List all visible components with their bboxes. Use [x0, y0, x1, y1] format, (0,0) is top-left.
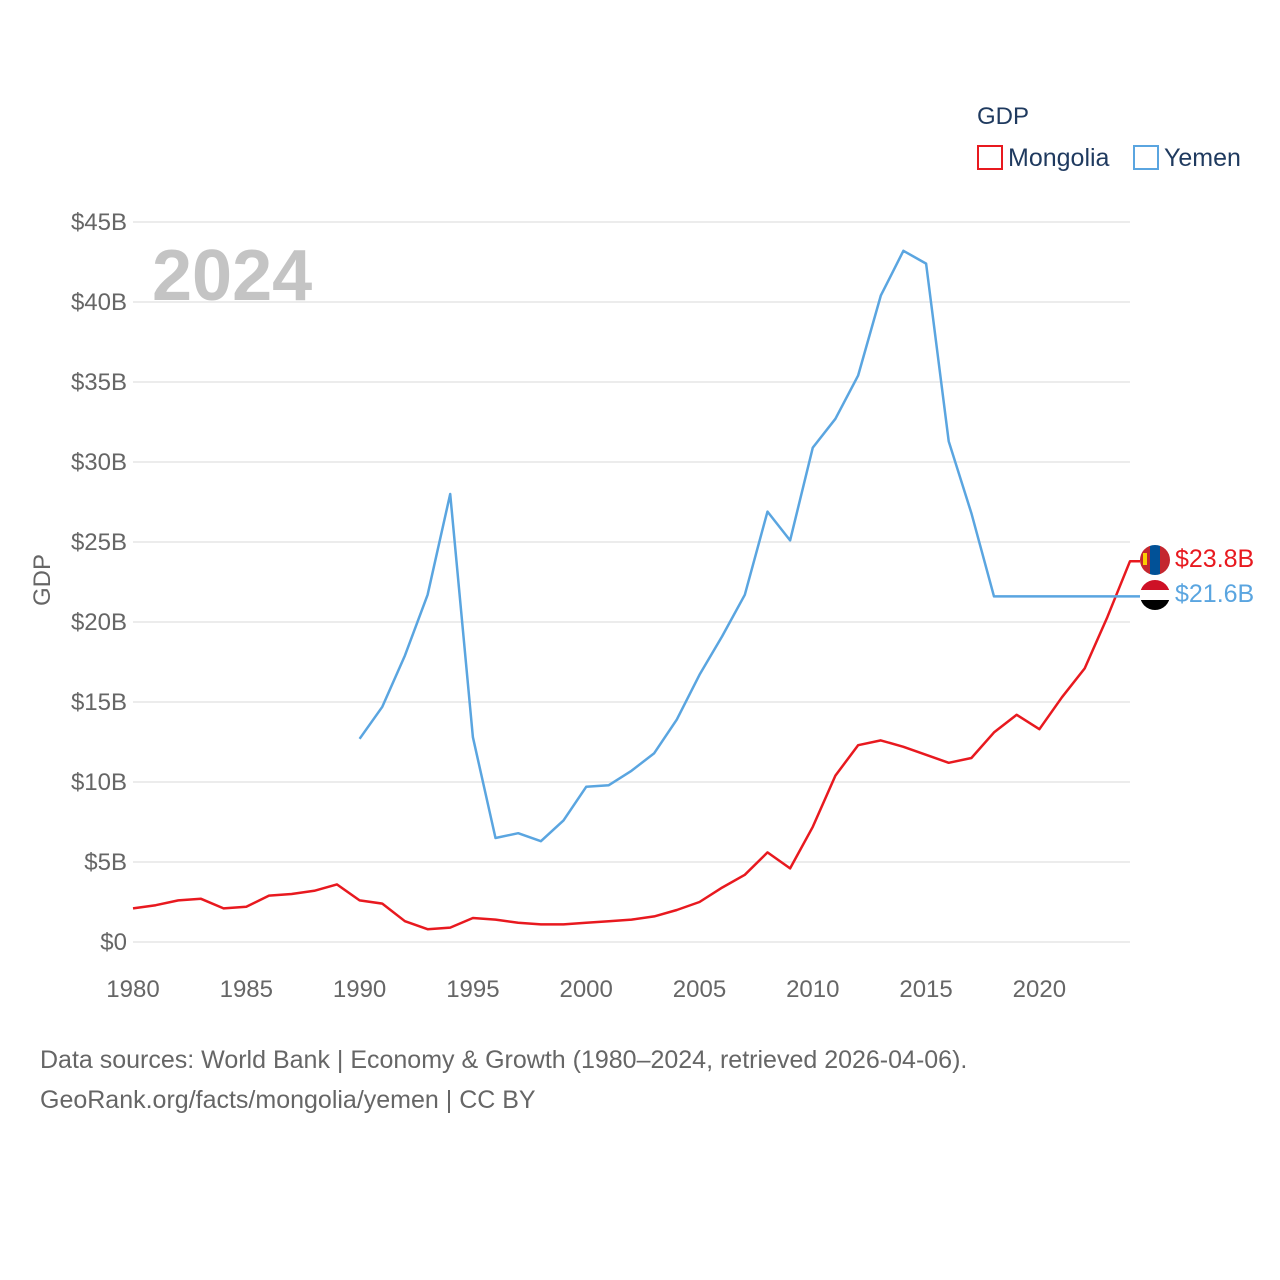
x-tick-label: 2005 [673, 976, 726, 1003]
y-tick-label: $45B [71, 209, 127, 236]
legend[interactable]: GDP Mongolia Yemen [977, 103, 1241, 172]
series-lines [132, 249, 1140, 931]
x-axis-ticks: 1980 1985 1990 1995 2000 2005 2010 2015 2020 [106, 976, 1066, 1003]
mongolia-end-value-label: $23.8B [1175, 545, 1254, 573]
y-tick-label: $20B [71, 609, 127, 636]
footer: Data sources: World Bank | Economy & Gro… [40, 1040, 967, 1120]
x-tick-label: 1995 [446, 976, 499, 1003]
y-axis-label: GDP [29, 554, 56, 606]
y-tick-label: $30B [71, 449, 127, 476]
legend-label-yemen: Yemen [1164, 144, 1241, 172]
legend-swatch-yemen [1133, 145, 1159, 170]
y-axis-ticks: $0 $5B $10B $15B $20B $25B $30B $35B $40B $45B [71, 209, 127, 956]
x-tick-label: 2010 [786, 976, 839, 1003]
source-url-text[interactable]: GeoRank.org/facts/mongolia/yemen | CC BY [40, 1086, 536, 1114]
yemen-end-value-label: $21.6B [1175, 580, 1254, 608]
yemen-flag-icon [1140, 580, 1170, 610]
y-tick-label: $25B [71, 529, 127, 556]
x-tick-label: 1990 [333, 976, 386, 1003]
x-tick-label: 2000 [559, 976, 612, 1003]
legend-title: GDP [977, 103, 1029, 130]
x-tick-label: 1980 [106, 976, 159, 1003]
legend-item-yemen[interactable]: Yemen [1133, 144, 1241, 172]
y-tick-label: $5B [84, 849, 127, 876]
series-line-mongolia[interactable] [132, 559, 1140, 931]
x-tick-label: 2015 [899, 976, 952, 1003]
gdp-line-chart: $0 $5B $10B $15B $20B $25B $30B $35B $40B $45B 19… [29, 103, 1254, 1003]
x-tick-label: 1985 [220, 976, 273, 1003]
y-tick-label: $35B [71, 369, 127, 396]
mongolia-flag-icon [1140, 545, 1170, 575]
y-tick-label: $10B [71, 769, 127, 796]
data-sources-text: Data sources: World Bank | Economy & Gro… [40, 1046, 968, 1074]
x-tick-label: 2020 [1013, 976, 1066, 1003]
series-line-yemen[interactable] [358, 249, 1140, 843]
y-tick-label: $40B [71, 289, 127, 316]
legend-swatch-mongolia [977, 145, 1003, 170]
y-tick-label: $0 [100, 929, 127, 956]
legend-item-mongolia[interactable]: Mongolia [977, 144, 1110, 172]
legend-label-mongolia: Mongolia [1008, 144, 1110, 172]
year-watermark: 2024 [152, 236, 312, 316]
y-tick-label: $15B [71, 689, 127, 716]
grid-lines [133, 221, 1130, 943]
